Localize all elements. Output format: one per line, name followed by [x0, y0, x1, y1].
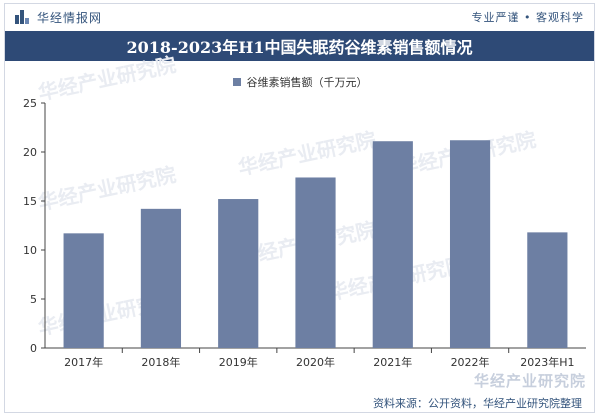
bar: [140, 208, 182, 348]
y-tick-label: 10: [23, 244, 37, 257]
source-note: 资料来源：公开资料，华经产业研究院整理: [373, 397, 582, 410]
slogan: 专业严谨 • 客观科学: [471, 11, 584, 24]
bottom-watermark-logo: 华经产业研究院: [473, 372, 586, 390]
x-tick-label: 2023年H1: [520, 355, 574, 369]
x-tick-label: 2020年: [296, 355, 335, 369]
bar: [295, 177, 336, 348]
x-tick-label: 2017年: [64, 355, 103, 369]
bar: [63, 233, 104, 348]
y-tick-label: 0: [30, 342, 37, 355]
bar: [218, 199, 259, 348]
brand: 华经情报网: [15, 9, 102, 26]
bar: [449, 140, 491, 348]
top-bar: 华经情报网 专业严谨 • 客观科学: [5, 4, 594, 30]
y-tick-label: 15: [23, 195, 37, 208]
y-tick-label: 5: [30, 293, 37, 306]
brand-name: 华经情报网: [37, 10, 103, 25]
y-tick-label: 20: [23, 146, 37, 159]
x-tick-label: 2022年: [451, 355, 490, 369]
legend-label: 谷维素销售额（千万元）: [246, 76, 368, 89]
y-tick-label: 25: [23, 97, 37, 110]
bars: [63, 140, 568, 348]
bar-logo-icon: [15, 10, 31, 24]
labels: 0 5 10 15 20 25 2017年 2018年 2019年 2020年 2021年 2022年…: [23, 97, 574, 369]
chart-title: 2018-2023年H1中国失眠药谷维素销售额情况: [5, 31, 594, 61]
x-tick-label: 2019年: [219, 355, 258, 369]
bar: [527, 232, 568, 348]
watermark-text: 华经产业研究院: [36, 162, 178, 215]
x-tick-label: 2018年: [141, 355, 180, 369]
bar: [372, 141, 413, 348]
legend-swatch: [232, 78, 241, 86]
legend: 谷维素销售额（千万元）: [0, 74, 600, 90]
watermark-text: 华经产业研究院: [236, 127, 378, 180]
x-tick-label: 2021年: [373, 355, 412, 369]
